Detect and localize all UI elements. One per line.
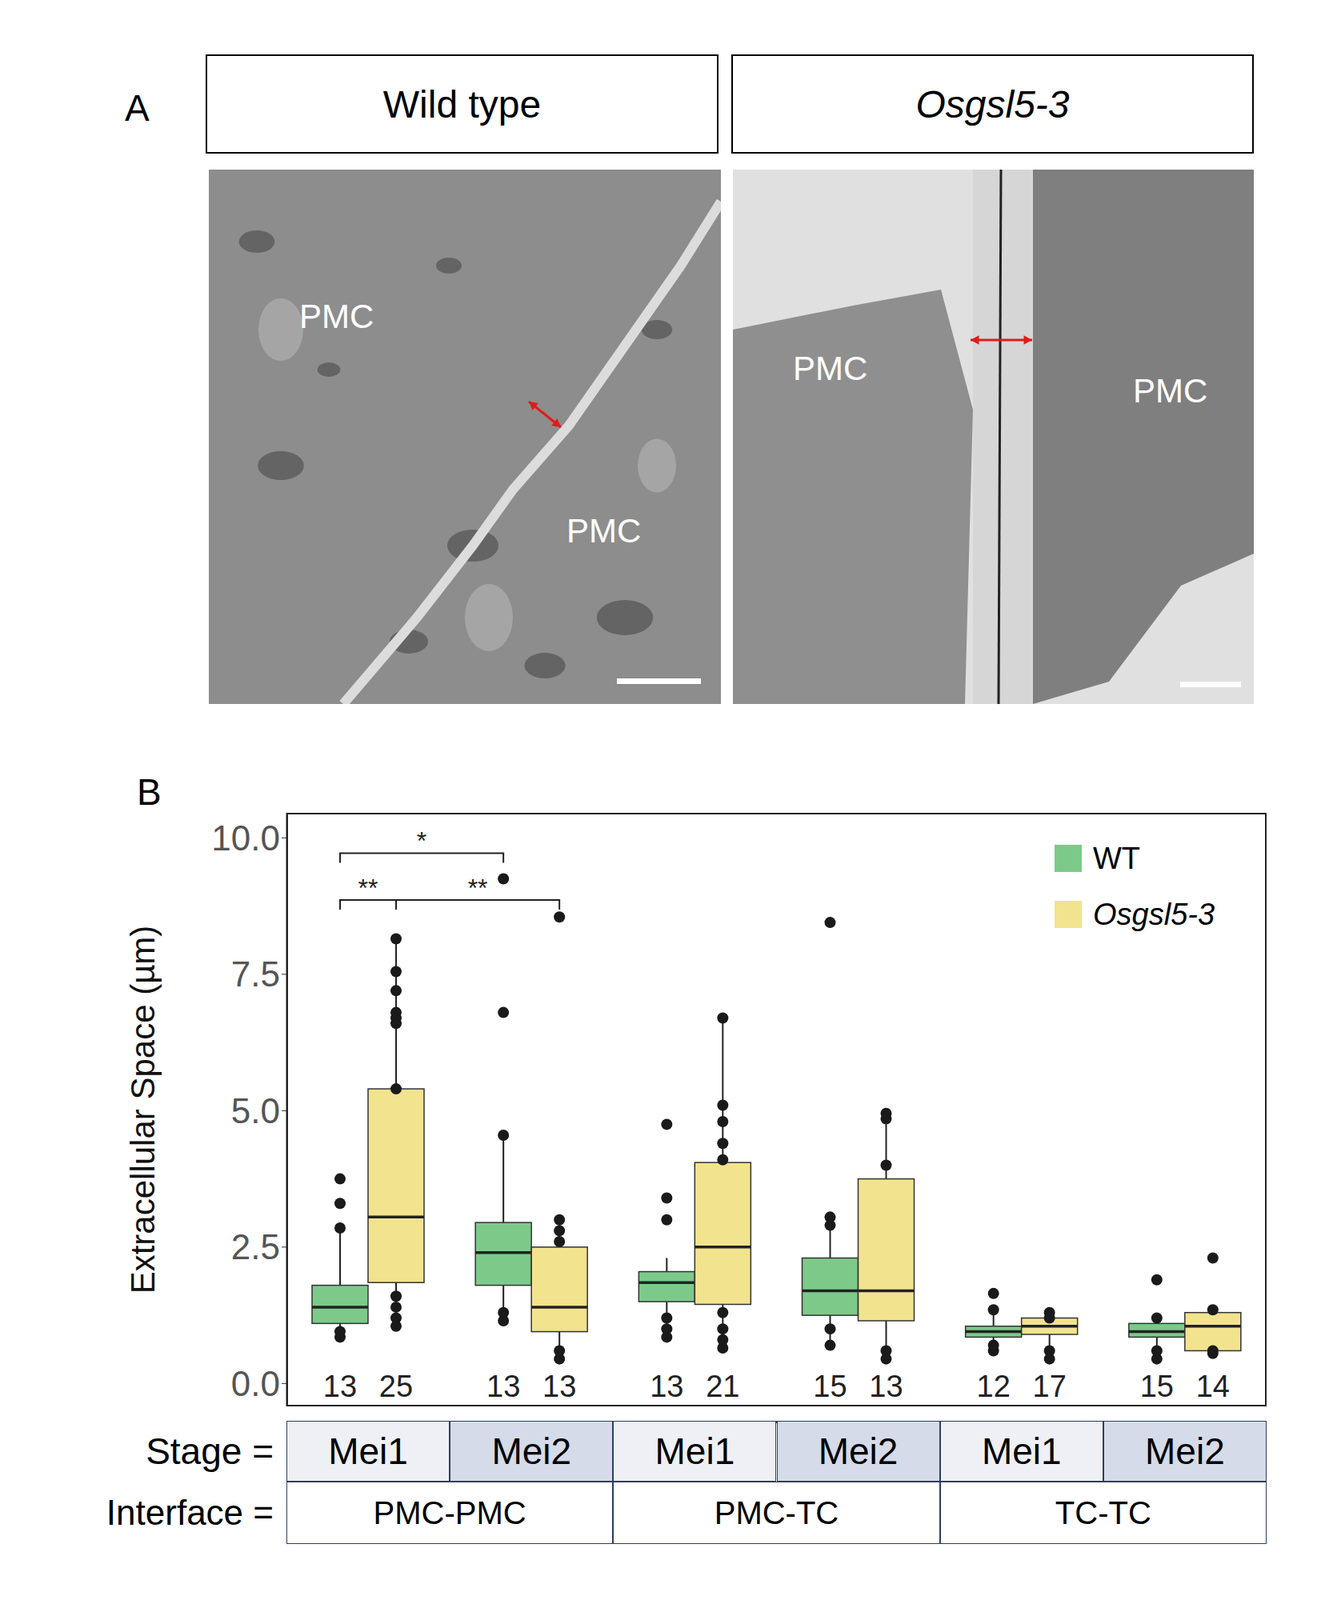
svg-text:12: 12 (976, 1369, 1011, 1404)
html-text:PMC: PMC (566, 512, 642, 550)
html-text:Mei1: Mei1 (654, 1430, 735, 1473)
html-text:B: B (136, 771, 162, 813)
html-text:PMC: PMC (792, 349, 868, 388)
html-text:TC-TC: TC-TC (1055, 1495, 1152, 1531)
html-text:Mei2: Mei2 (818, 1430, 899, 1473)
html-text:Stage =: Stage = (145, 1430, 274, 1473)
svg-text:**: ** (468, 873, 489, 903)
html-text:Mei1: Mei1 (328, 1430, 408, 1473)
svg-text:13: 13 (868, 1369, 903, 1404)
html-text:Wild type: Wild type (383, 82, 542, 126)
html-text:Mei2: Mei2 (491, 1430, 572, 1473)
svg-text:0.0: 0.0 (231, 1364, 281, 1404)
svg-text:25: 25 (379, 1369, 413, 1404)
html-text:Mei2: Mei2 (1144, 1430, 1225, 1473)
svg-text:21: 21 (705, 1369, 740, 1404)
svg-text:7.5: 7.5 (231, 954, 281, 994)
html-text:PMC-TC: PMC-TC (714, 1495, 839, 1531)
html-text:PMC: PMC (299, 297, 374, 336)
svg-text:13: 13 (323, 1369, 357, 1404)
html-text:Interface =: Interface = (106, 1493, 274, 1533)
svg-text:14: 14 (1196, 1369, 1230, 1404)
svg-text:Extracellular Space (µm): Extracellular Space (µm) (126, 925, 162, 1295)
html-text:Mei1: Mei1 (981, 1430, 1062, 1473)
html-text:A: A (124, 87, 150, 129)
svg-text:2.5: 2.5 (231, 1227, 281, 1267)
html-text:PMC-PMC: PMC-PMC (373, 1495, 527, 1531)
svg-text:17: 17 (1032, 1369, 1067, 1404)
svg-text:13: 13 (542, 1369, 577, 1404)
svg-text:10.0: 10.0 (211, 818, 281, 858)
svg-text:13: 13 (649, 1369, 684, 1404)
svg-text:5.0: 5.0 (231, 1091, 281, 1131)
html-text:WT: WT (1092, 841, 1141, 875)
html-text:PMC: PMC (1132, 372, 1208, 410)
svg-text:13: 13 (486, 1369, 521, 1404)
html-text:Osgsl5-3: Osgsl5-3 (915, 82, 1070, 126)
svg-text:15: 15 (1140, 1369, 1174, 1404)
svg-text:*: * (416, 826, 427, 856)
svg-text:15: 15 (812, 1369, 847, 1404)
svg-text:**: ** (358, 873, 379, 903)
html-text:Osgsl5-3: Osgsl5-3 (1092, 897, 1215, 931)
